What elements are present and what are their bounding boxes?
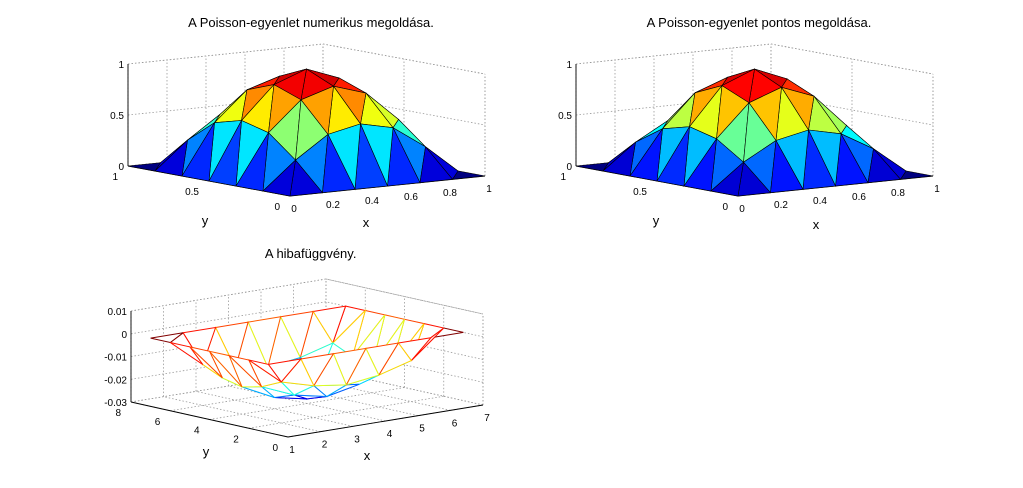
x-tick-label: 1: [934, 184, 940, 195]
x-tick-label: 0.8: [443, 188, 457, 199]
surface-facet: [154, 139, 188, 177]
x-tick-label: 4: [387, 429, 393, 440]
y-tick-label: 0.5: [185, 187, 199, 198]
x-tick-label: 0.4: [813, 196, 827, 207]
surface-facet: [227, 354, 263, 388]
z-tick-labels: 00.51: [558, 60, 572, 173]
x-tick-label: 7: [484, 413, 490, 424]
x-tick-labels: 0 0.2 0.4 0.6 0.8 1: [739, 184, 940, 215]
chart-title: A hibafüggvény.: [265, 246, 357, 261]
y-tick-label: 0: [274, 202, 280, 213]
x-tick-label: 1: [289, 445, 295, 456]
y-tick-labels: 00.51: [112, 172, 280, 213]
x-tick-label: 0.2: [326, 200, 340, 211]
z-tick-labels: 00.51: [110, 60, 124, 173]
x-axis-label: x: [364, 448, 371, 463]
x-tick-label: 0.4: [365, 196, 379, 207]
z-tick-label: -0.03: [104, 398, 127, 409]
surface-facet: [208, 350, 243, 388]
y-axis-label: y: [653, 213, 660, 228]
y-tick-labels: 0 2 4 6 8: [115, 408, 278, 454]
y-tick-label: 1: [112, 172, 118, 183]
y-tick-label: 0: [272, 443, 278, 454]
surface-facet: [322, 133, 356, 194]
z-tick-label: 0.5: [110, 111, 124, 122]
y-tick-label: 0.5: [633, 187, 647, 198]
y-tick-label: 0: [722, 202, 728, 213]
x-tick-labels: 1 2 3 4 5 6 7: [289, 413, 490, 456]
panel-numerical-solution: A Poisson-egyenlet numerikus megoldása. 0…: [110, 15, 492, 230]
x-tick-label: 0: [291, 204, 297, 215]
x-axis-label: x: [363, 215, 370, 230]
x-tick-label: 5: [419, 424, 425, 435]
y-tick-label: 1: [560, 172, 566, 183]
surface-facet: [208, 120, 242, 187]
surface-facet: [248, 359, 282, 383]
surface-facet: [770, 139, 804, 194]
x-tick-label: 0.6: [852, 192, 866, 203]
chart-title: A Poisson-egyenlet numerikus megoldása.: [188, 15, 434, 30]
z-tick-label: -0.02: [104, 375, 127, 386]
surface-facet: [150, 332, 184, 344]
x-tick-label: 0.2: [774, 200, 788, 211]
surface-facet: [602, 141, 636, 177]
x-tick-label: 1: [486, 184, 492, 195]
x-tick-label: 3: [354, 434, 360, 445]
x-tick-label: 0: [739, 204, 745, 215]
y-axis-label: y: [203, 444, 210, 459]
z-tick-label: 0.01: [108, 307, 128, 318]
surface-facet: [419, 146, 454, 184]
y-tick-label: 2: [233, 434, 239, 445]
x-tick-label: 6: [452, 418, 458, 429]
y-tick-label: 4: [194, 426, 200, 437]
surface-facet: [575, 162, 610, 172]
surface-facet: [867, 148, 902, 184]
surface-facet: [181, 122, 215, 182]
surface-facet: [262, 159, 296, 197]
panel-error-function: A hibafüggvény.1 2 3 4 5 6 702468-0.03-0.02-0.…: [104, 246, 490, 463]
surface-facet: [170, 342, 204, 365]
y-tick-label: 8: [115, 408, 121, 419]
z-tick-label: -0.01: [104, 353, 127, 364]
x-tick-label: 0.8: [891, 188, 905, 199]
z-tick-label: 0: [566, 162, 572, 173]
surface: [575, 68, 934, 197]
surface-facet: [127, 162, 162, 172]
x-tick-label: 2: [322, 440, 328, 451]
surface: [150, 305, 464, 400]
y-axis-label: y: [202, 213, 209, 228]
z-tick-label: 0.5: [558, 111, 572, 122]
x-axis-label: x: [813, 217, 820, 232]
x-tick-label: 0.6: [404, 192, 418, 203]
surface-facet: [683, 138, 717, 192]
axis-lines: [130, 311, 484, 438]
z-tick-label: 0: [121, 330, 127, 341]
surface-facet: [235, 132, 269, 192]
x-tick-labels: 0 0.2 0.4 0.6 0.8 1: [291, 184, 492, 215]
surface-facet: [629, 128, 663, 182]
surface-facet: [710, 161, 744, 197]
z-tick-label: 1: [118, 60, 124, 71]
surface: [127, 68, 486, 197]
z-tick-labels: -0.03 -0.02 -0.01 0 0.01: [104, 307, 127, 409]
y-tick-label: 6: [155, 417, 161, 428]
surface-facet: [656, 126, 690, 187]
panel-exact-solution: A Poisson-egyenlet pontos megoldása. 0 0.2…: [558, 15, 940, 232]
z-tick-label: 0: [118, 162, 124, 173]
z-tick-label: 1: [566, 60, 572, 71]
y-tick-labels: 00.51: [560, 172, 728, 213]
surface-facet: [188, 346, 223, 379]
chart-title: A Poisson-egyenlet pontos megoldása.: [647, 15, 872, 30]
